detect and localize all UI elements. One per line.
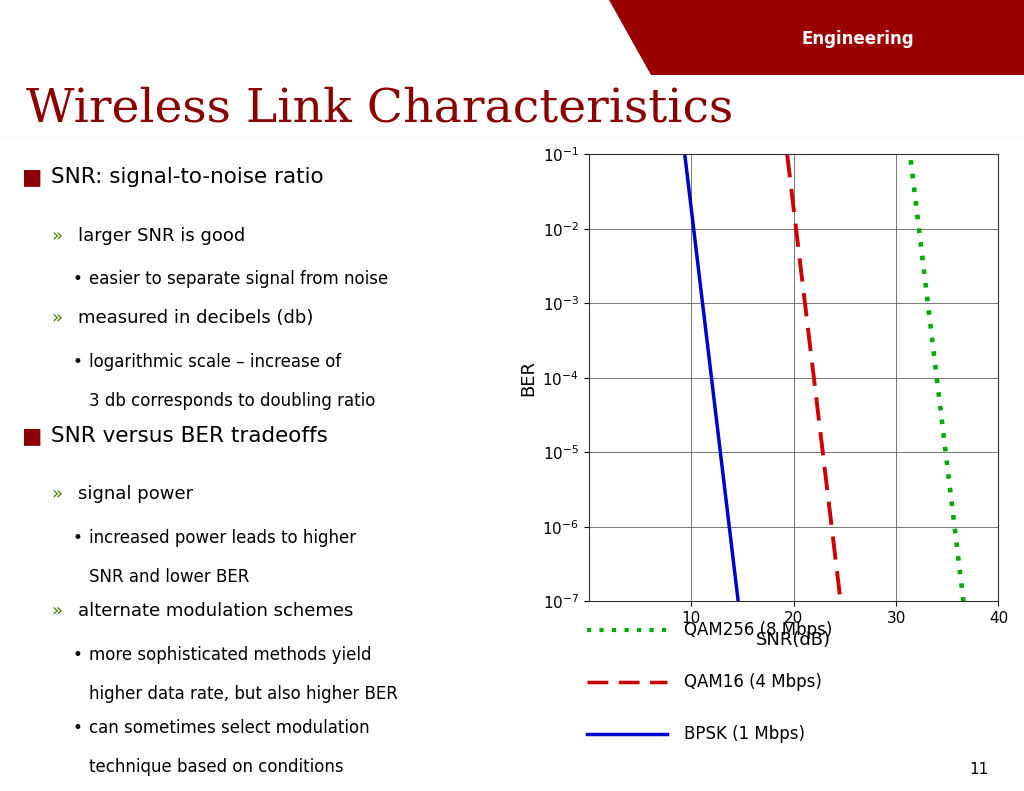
Text: 11: 11: [969, 762, 988, 777]
Text: measured in decibels (db): measured in decibels (db): [79, 309, 313, 327]
Text: BPSK (1 Mbps): BPSK (1 Mbps): [684, 725, 805, 743]
Text: ■: ■: [20, 168, 41, 187]
Text: •: •: [73, 529, 83, 547]
Text: »: »: [51, 486, 62, 503]
Text: QAM16 (4 Mbps): QAM16 (4 Mbps): [684, 673, 822, 691]
Text: Engineering: Engineering: [802, 30, 914, 48]
Text: technique based on conditions: technique based on conditions: [89, 758, 344, 776]
Text: larger SNR is good: larger SNR is good: [79, 227, 246, 244]
Text: Wireless Link Characteristics: Wireless Link Characteristics: [26, 86, 733, 132]
Text: easier to separate signal from noise: easier to separate signal from noise: [89, 271, 388, 289]
Text: SNR versus BER tradeoffs: SNR versus BER tradeoffs: [51, 426, 328, 446]
Text: increased power leads to higher: increased power leads to higher: [89, 529, 356, 547]
Text: ■: ■: [20, 426, 41, 446]
Polygon shape: [609, 0, 1024, 75]
Text: can sometimes select modulation: can sometimes select modulation: [89, 719, 370, 737]
Text: •: •: [73, 719, 83, 737]
Text: alternate modulation schemes: alternate modulation schemes: [79, 602, 353, 620]
Text: SNR: signal-to-noise ratio: SNR: signal-to-noise ratio: [51, 168, 324, 187]
Text: •: •: [73, 646, 83, 664]
X-axis label: SNR(dB): SNR(dB): [756, 631, 831, 649]
Text: 3 db corresponds to doubling ratio: 3 db corresponds to doubling ratio: [89, 392, 376, 410]
Text: higher data rate, but also higher BER: higher data rate, but also higher BER: [89, 685, 398, 702]
Text: •: •: [73, 353, 83, 371]
Text: logarithmic scale – increase of: logarithmic scale – increase of: [89, 353, 342, 371]
Text: signal power: signal power: [79, 486, 194, 503]
Text: more sophisticated methods yield: more sophisticated methods yield: [89, 646, 372, 664]
Y-axis label: BER: BER: [519, 360, 537, 396]
Text: •: •: [73, 271, 83, 289]
Text: »: »: [51, 227, 62, 244]
Text: »: »: [51, 602, 62, 620]
Text: QAM256 (8 Mbps): QAM256 (8 Mbps): [684, 621, 833, 638]
Text: »: »: [51, 309, 62, 327]
Text: SNR and lower BER: SNR and lower BER: [89, 568, 250, 586]
Text: Washington University in St. Louis: Washington University in St. Louis: [31, 31, 289, 44]
